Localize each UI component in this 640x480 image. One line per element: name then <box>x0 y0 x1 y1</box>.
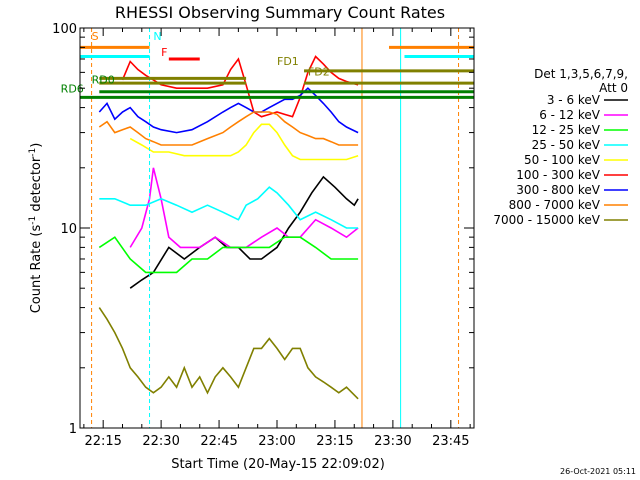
legend-header-line-2: Att 0 <box>599 81 628 95</box>
x-tick-label: 22:15 <box>84 434 121 449</box>
generated-timestamp: 26-Oct-2021 05:11 <box>560 467 636 476</box>
legend-label-1: 3 - 6 keV <box>547 93 601 107</box>
legend-label-9: 7000 - 15000 keV <box>493 213 600 227</box>
legend-label-8: 800 - 7000 keV <box>509 198 601 212</box>
legend-label-3: 12 - 25 keV <box>532 123 601 137</box>
legend-label-2: 6 - 12 keV <box>539 108 601 122</box>
series-line-8 <box>98 111 359 146</box>
y-tick-label: 10 <box>60 222 77 237</box>
x-tick-label: 22:30 <box>142 434 179 449</box>
legend-label-7: 300 - 800 keV <box>516 183 600 197</box>
series-line-9 <box>98 307 359 400</box>
x-tick-label: 23:15 <box>316 434 353 449</box>
x-axis-label: Start Time (20-May-15 22:09:02) <box>171 457 385 472</box>
y-tick-label: 100 <box>52 22 77 37</box>
x-tick-label: 23:00 <box>258 434 295 449</box>
legend-header-line-1: Det 1,3,5,6,7,9, <box>534 67 628 81</box>
flag-label-fd2: FD2 <box>308 65 330 78</box>
legend-label-4: 25 - 50 keV <box>532 138 601 152</box>
x-tick-label: 23:45 <box>432 434 469 449</box>
y-tick-label: 1 <box>69 422 77 437</box>
series-line-4 <box>99 186 359 229</box>
flag-label-rd0: RD0 <box>92 73 115 86</box>
x-tick-label: 23:30 <box>374 434 411 449</box>
flag-label-rd6: RD6 <box>61 82 84 95</box>
flag-label-f: F <box>161 46 167 59</box>
series-line-3 <box>98 236 359 274</box>
series-line-1 <box>129 175 359 289</box>
chart-title: RHESSI Observing Summary Count Rates <box>115 3 445 22</box>
x-tick-label: 22:45 <box>200 434 237 449</box>
series-line-5 <box>129 123 359 161</box>
legend-label-5: 50 - 100 keV <box>524 153 601 167</box>
flag-label-s: S <box>92 30 99 43</box>
y-axis-label: Count Rate (s-1 detector-1) <box>28 143 44 314</box>
legend-label-6: 100 - 300 keV <box>516 168 600 182</box>
flag-label-fd1: FD1 <box>277 55 299 68</box>
flag-lines: S NF FD1 FD2 RD0 RD6 <box>61 28 474 428</box>
axes: 22:15 22:30 22:45 23:00 23:15 23:30 23:45 1 10 10… <box>52 22 475 449</box>
flag-label-n: N <box>153 30 161 43</box>
